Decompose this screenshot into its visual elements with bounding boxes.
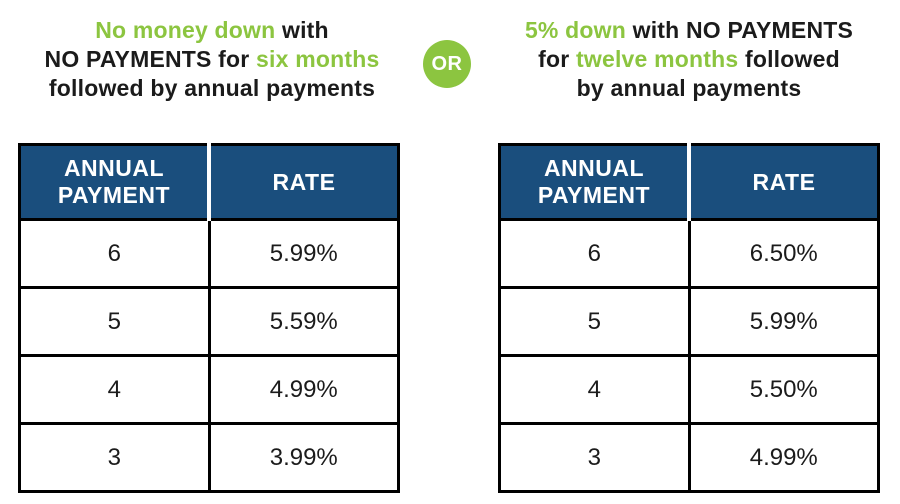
rate-cell: 4.99% [207,354,400,425]
rate-row: 5 5.59% [18,286,400,357]
annual-payment-cell: 5 [498,286,691,357]
heading-highlight: No money down [95,17,276,43]
annual-payment-cell: 5 [18,286,211,357]
rate-cell: 4.99% [687,422,880,493]
rate-table-right-body: 6 6.50% 5 5.99% 4 5.50% 3 4.99% [498,218,880,493]
heading-highlight: six months [256,46,380,72]
rate-row: 3 4.99% [498,422,880,493]
rate-row: 4 5.50% [498,354,880,425]
heading-line: by annual payments [478,74,900,103]
rate-cell: 5.99% [207,218,400,289]
heading-text: by annual payments [576,75,802,101]
heading-text: followed [738,46,840,72]
option-left-heading: No money down with NO PAYMENTS for six mo… [0,16,424,103]
rate-table-right: ANNUAL PAYMENT RATE 6 6.50% 5 5.99% 4 5.50% 3 4… [498,143,880,493]
annual-payment-cell: 6 [18,218,211,289]
annual-payment-cell: 3 [18,422,211,493]
or-badge-label: OR [431,52,463,75]
heading-line: followed by annual payments [0,74,424,103]
rate-cell: 5.50% [687,354,880,425]
rate-cell: 5.99% [687,286,880,357]
rate-row: 5 5.99% [498,286,880,357]
heading-highlight: twelve months [576,46,739,72]
rate-table-left: ANNUAL PAYMENT RATE 6 5.99% 5 5.59% 4 4.99% 3 3… [18,143,400,493]
annual-payment-cell: 4 [498,354,691,425]
rate-table-left-body: 6 5.99% 5 5.59% 4 4.99% 3 3.99% [18,218,400,493]
rate-row: 6 5.99% [18,218,400,289]
heading-text: with NO PAYMENTS [626,17,854,43]
rate-cell: 6.50% [687,218,880,289]
heading-line: for twelve months followed [478,45,900,74]
option-right-heading: 5% down with NO PAYMENTS for twelve month… [478,16,900,103]
heading-line: NO PAYMENTS for six months [0,45,424,74]
column-header-rate: RATE [207,143,400,221]
heading-highlight: 5% down [524,17,627,43]
heading-line: 5% down with NO PAYMENTS [478,16,900,45]
rate-row: 3 3.99% [18,422,400,493]
or-badge: OR [423,40,471,88]
rate-table-left-header: ANNUAL PAYMENT RATE [18,143,400,221]
heading-text: NO PAYMENTS for [44,46,257,72]
heading-line: No money down with [0,16,424,45]
rate-table-right-header: ANNUAL PAYMENT RATE [498,143,880,221]
column-header-rate: RATE [687,143,880,221]
rate-row: 6 6.50% [498,218,880,289]
heading-text: followed by annual payments [48,75,376,101]
header-row: ANNUAL PAYMENT RATE [18,143,400,221]
annual-payment-cell: 6 [498,218,691,289]
heading-text: with [275,17,329,43]
rate-cell: 5.59% [207,286,400,357]
column-header-annual-payment: ANNUAL PAYMENT [18,143,211,221]
heading-text: for [538,46,577,72]
column-header-annual-payment: ANNUAL PAYMENT [498,143,691,221]
annual-payment-cell: 4 [18,354,211,425]
rate-cell: 3.99% [207,422,400,493]
header-row: ANNUAL PAYMENT RATE [498,143,880,221]
rate-row: 4 4.99% [18,354,400,425]
annual-payment-cell: 3 [498,422,691,493]
